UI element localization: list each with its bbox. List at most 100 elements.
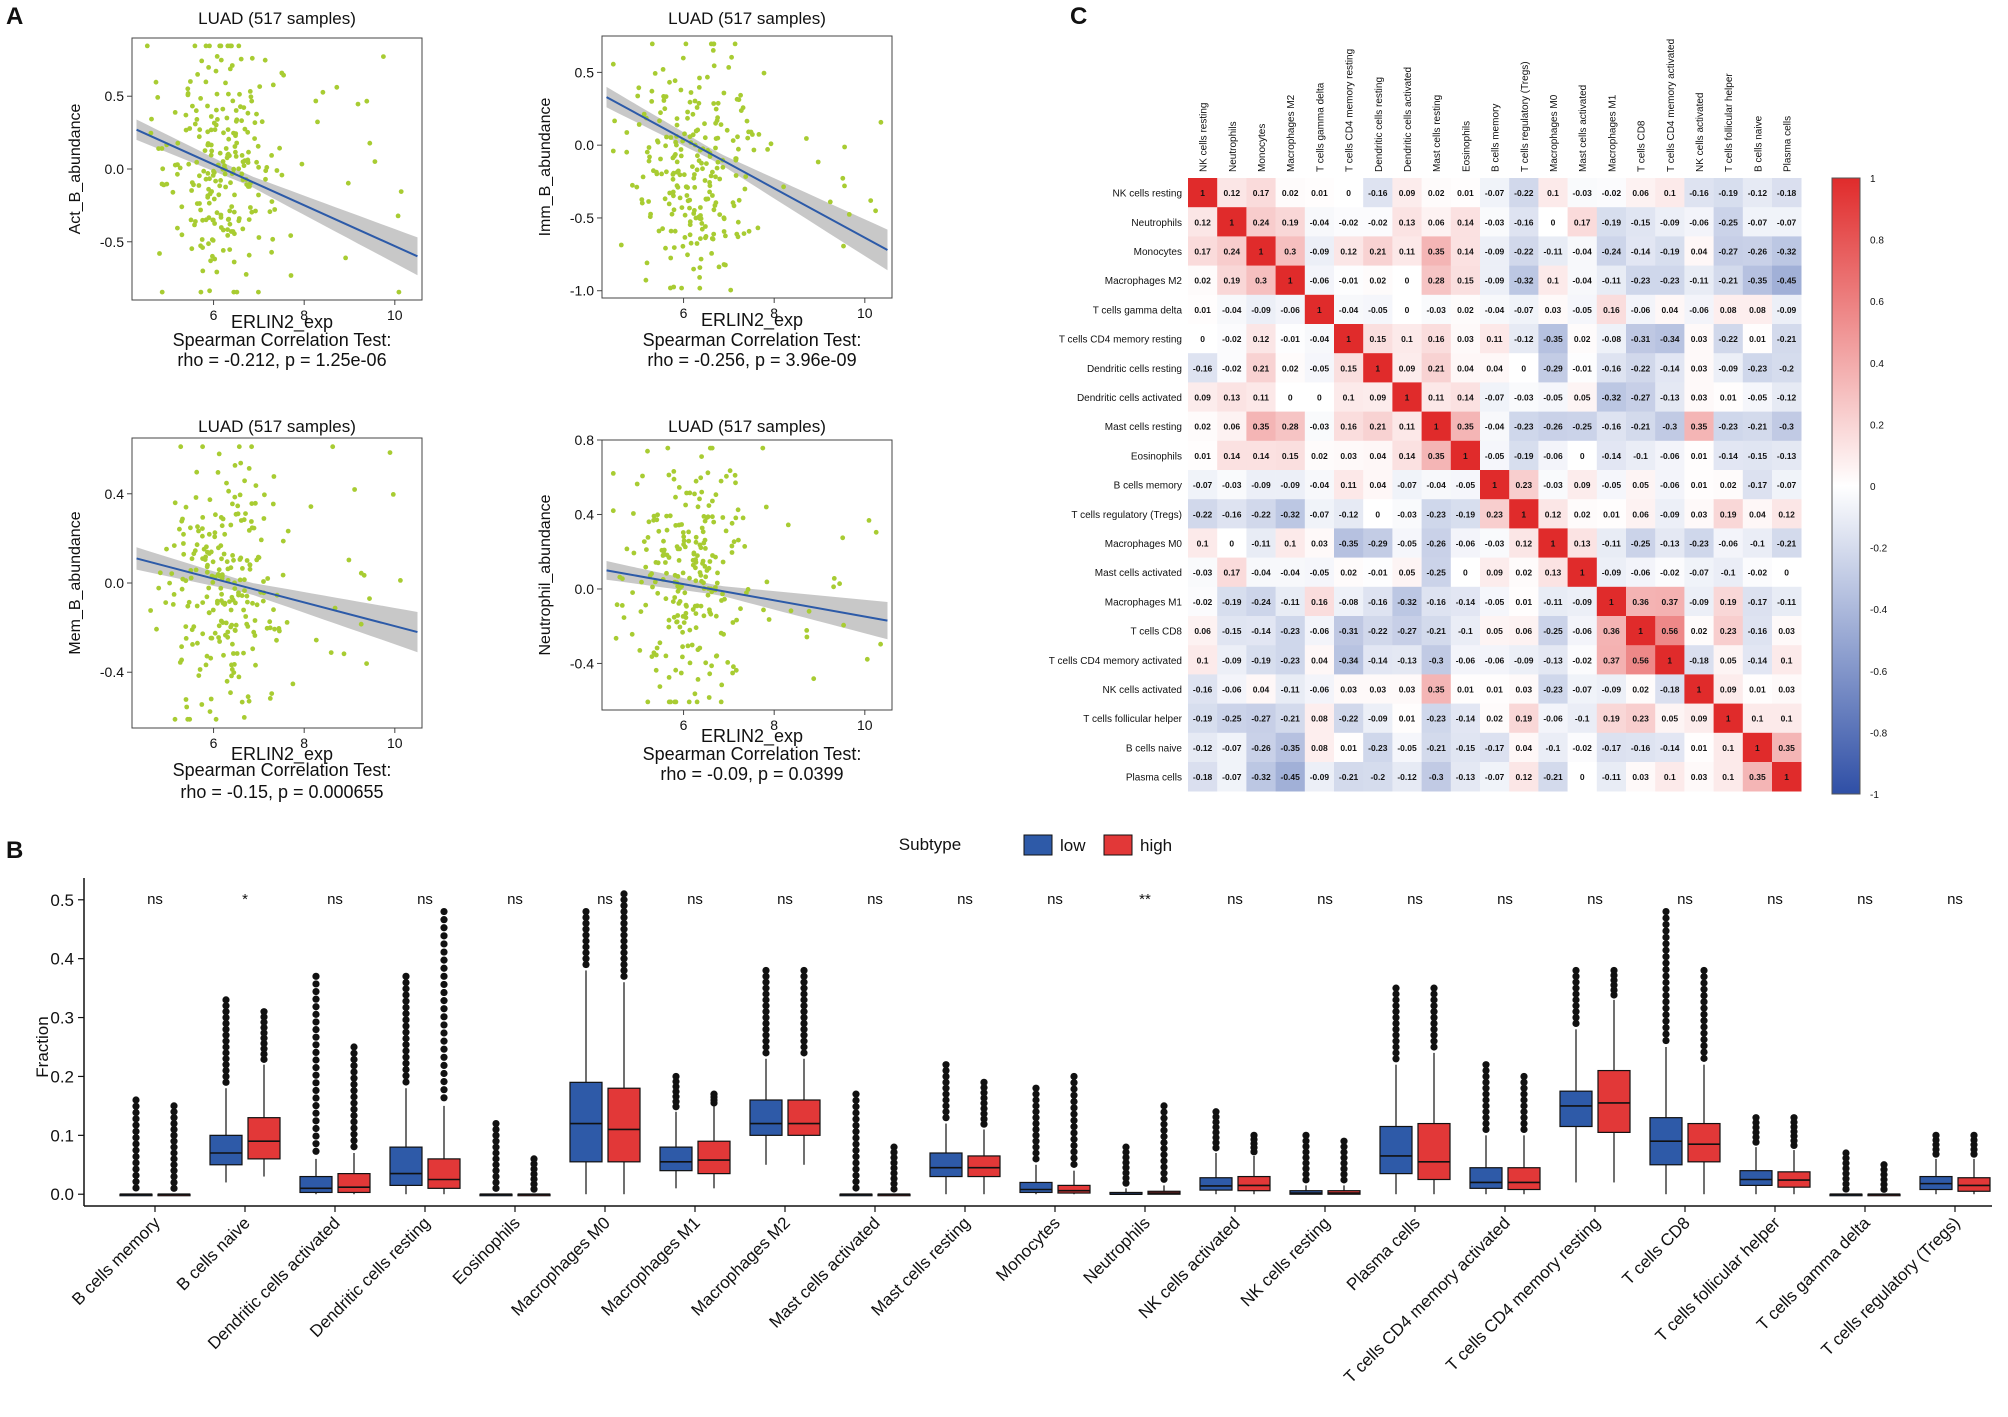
heatmap-cell-value: -0.25 xyxy=(1631,539,1651,549)
box-outlier xyxy=(312,972,320,980)
data-point xyxy=(707,559,713,564)
data-point xyxy=(209,148,215,154)
data-point xyxy=(171,592,177,597)
heatmap-cell xyxy=(1713,265,1744,296)
heatmap-cell xyxy=(1421,294,1452,325)
data-point xyxy=(619,603,625,608)
box-body xyxy=(247,1117,281,1160)
heatmap-cell xyxy=(1450,440,1481,471)
data-point xyxy=(658,110,663,116)
data-point xyxy=(213,716,219,722)
data-point xyxy=(636,85,642,91)
heatmap-cell xyxy=(1655,353,1685,383)
heatmap-cell-value: 0.37 xyxy=(1662,597,1679,607)
box-outlier xyxy=(1700,1048,1708,1056)
heatmap-cell xyxy=(1509,207,1539,237)
data-point xyxy=(703,546,708,551)
data-point xyxy=(713,106,719,112)
box-outlier xyxy=(1032,1114,1040,1122)
box-outlier xyxy=(1032,1084,1040,1092)
box-outlier xyxy=(312,1124,320,1133)
heatmap-cell-value: 0.11 xyxy=(1399,422,1415,432)
x-axis-label: ERLIN2_exp xyxy=(231,312,333,333)
heatmap-cell xyxy=(1363,470,1393,500)
heatmap-cell-value: 0.23 xyxy=(1486,509,1503,519)
x-tick-label: 8 xyxy=(770,717,778,733)
data-point xyxy=(224,678,230,684)
data-point xyxy=(262,57,268,63)
heatmap-cell xyxy=(1509,616,1539,646)
data-point xyxy=(662,106,668,112)
significance-label: ns xyxy=(417,891,433,908)
data-point xyxy=(638,609,644,614)
data-point xyxy=(183,112,189,118)
box-outlier xyxy=(1032,1131,1040,1139)
data-point xyxy=(185,716,191,722)
box-outlier xyxy=(1700,998,1708,1006)
data-point xyxy=(720,164,726,170)
data-point xyxy=(272,207,278,212)
data-point xyxy=(710,498,715,504)
box-outlier xyxy=(260,1013,268,1021)
heatmap-cell xyxy=(1626,353,1656,383)
heatmap-cell-value: -0.16 xyxy=(1368,188,1388,198)
data-point xyxy=(709,251,714,256)
heatmap-cell-value: -0.11 xyxy=(1602,276,1621,286)
immune-fraction-boxplot: Subtype low high0.00.10.20.30.40.5Fraction… xyxy=(33,834,1992,1387)
data-point xyxy=(666,472,672,478)
box-outlier xyxy=(312,1010,320,1018)
box-outlier xyxy=(170,1108,178,1116)
data-point xyxy=(222,601,228,607)
box-outlier xyxy=(1160,1132,1168,1141)
box-outlier xyxy=(312,1102,320,1110)
heatmap-cell xyxy=(1713,324,1744,354)
heatmap-cell xyxy=(1742,411,1773,442)
heatmap-cell-value: 0.03 xyxy=(1370,685,1387,695)
y-tick-label: 0.4 xyxy=(575,506,595,522)
heatmap-cell xyxy=(1626,470,1656,500)
data-point xyxy=(199,58,205,64)
data-point xyxy=(664,513,669,519)
heatmap-cell xyxy=(1480,353,1510,383)
significance-label: ns xyxy=(1227,891,1243,908)
heatmap-cell-value: -0.09 xyxy=(1514,655,1534,665)
box-outlier xyxy=(852,1115,860,1123)
data-point xyxy=(212,127,218,133)
heatmap-col-label: T cells CD4 memory resting xyxy=(1345,49,1356,172)
heatmap-cell-value: -0.25 xyxy=(1427,568,1447,578)
data-point xyxy=(315,119,320,125)
heatmap-cell xyxy=(1217,236,1247,266)
box-outlier xyxy=(1662,972,1670,980)
data-point xyxy=(184,704,190,710)
heatmap-cell-value: -0.25 xyxy=(1222,714,1242,724)
data-point xyxy=(635,93,641,99)
heatmap-cell xyxy=(1742,645,1773,675)
data-point xyxy=(256,289,261,295)
box-outlier xyxy=(402,1072,410,1080)
box-outlier xyxy=(492,1125,500,1134)
heatmap-cell xyxy=(1188,499,1218,529)
heatmap-cell-value: 1 xyxy=(1346,334,1351,344)
data-point xyxy=(204,594,210,600)
heatmap-cell-value: -0.04 xyxy=(1339,305,1359,315)
data-point xyxy=(188,575,194,581)
colorbar-tick-label: -0.6 xyxy=(1870,667,1888,678)
heatmap-row-label: Mast cells activated xyxy=(1095,568,1182,579)
heatmap-cell-value: -0.07 xyxy=(1777,480,1797,490)
data-point xyxy=(671,193,676,199)
heatmap-cell-value: -0.26 xyxy=(1748,247,1768,257)
box-outlier xyxy=(312,1048,320,1056)
heatmap-cell-value: 0.35 xyxy=(1457,422,1474,432)
heatmap-cell xyxy=(1334,265,1364,296)
box-outlier xyxy=(312,1041,320,1049)
box-outlier xyxy=(170,1167,178,1175)
data-point xyxy=(269,691,275,696)
heatmap-cell-value: 0.02 xyxy=(1311,451,1328,461)
heatmap-cell xyxy=(1567,762,1598,792)
box-outlier xyxy=(260,1050,268,1058)
data-point xyxy=(196,528,201,534)
data-point xyxy=(272,626,277,632)
data-point xyxy=(245,624,251,629)
data-point xyxy=(692,98,698,104)
heatmap-cell-value: -0.14 xyxy=(1251,626,1271,636)
